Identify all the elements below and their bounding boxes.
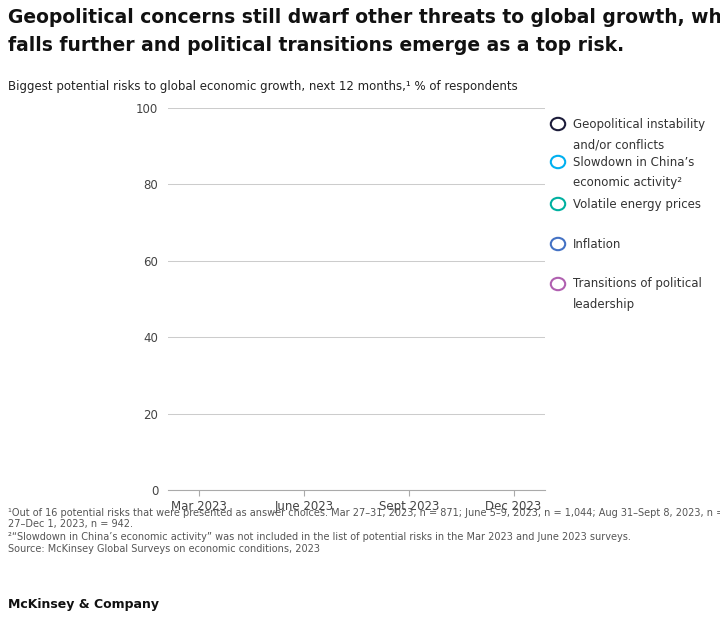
Text: Transitions of political: Transitions of political — [573, 277, 702, 290]
Text: leadership: leadership — [573, 298, 635, 311]
Text: Slowdown in China’s: Slowdown in China’s — [573, 156, 694, 169]
Text: and/or conflicts: and/or conflicts — [573, 138, 665, 151]
Text: ¹Out of 16 potential risks that were presented as answer choices. Mar 27–31, 202: ¹Out of 16 potential risks that were pre… — [8, 508, 720, 518]
Text: 27–Dec 1, 2023, n = 942.: 27–Dec 1, 2023, n = 942. — [8, 519, 133, 529]
Text: falls further and political transitions emerge as a top risk.: falls further and political transitions … — [8, 36, 624, 55]
Text: Source: McKinsey Global Surveys on economic conditions, 2023: Source: McKinsey Global Surveys on econo… — [8, 544, 320, 554]
Text: economic activity²: economic activity² — [573, 176, 682, 189]
Text: McKinsey & Company: McKinsey & Company — [8, 598, 159, 611]
Text: Volatile energy prices: Volatile energy prices — [573, 198, 701, 211]
Text: Geopolitical instability: Geopolitical instability — [573, 117, 705, 130]
Text: Biggest potential risks to global economic growth, next 12 months,¹ % of respond: Biggest potential risks to global econom… — [8, 80, 518, 93]
Text: Geopolitical concerns still dwarf other threats to global growth, while inflatio: Geopolitical concerns still dwarf other … — [8, 8, 720, 27]
Text: ²“Slowdown in China’s economic activity” was not included in the list of potenti: ²“Slowdown in China’s economic activity”… — [8, 532, 631, 542]
Text: Inflation: Inflation — [573, 237, 621, 250]
